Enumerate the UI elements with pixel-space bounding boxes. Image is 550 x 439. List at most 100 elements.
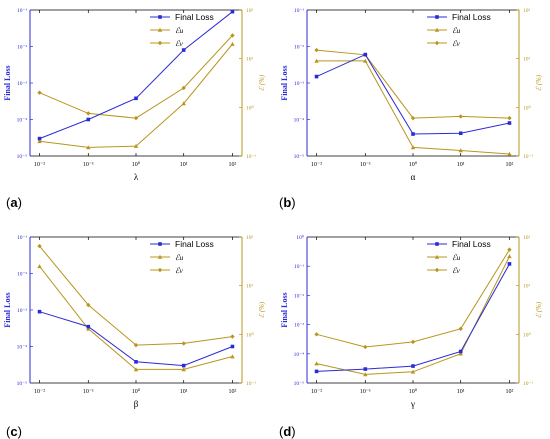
legend-label: Final Loss bbox=[452, 12, 491, 22]
x-tick-label: 10⁻² bbox=[34, 389, 45, 395]
x-tick-label: 10⁻¹ bbox=[83, 389, 94, 395]
data-point bbox=[37, 264, 42, 269]
legend-label: ℰu bbox=[175, 253, 184, 262]
y-tick-label-left: 10⁻⁴ bbox=[294, 352, 304, 358]
series-line bbox=[316, 249, 510, 348]
data-point bbox=[410, 339, 416, 345]
data-point bbox=[133, 342, 139, 348]
panel-letter-c: (c) bbox=[6, 424, 22, 439]
series-line bbox=[316, 53, 510, 135]
y-tick-label-left: 10⁻⁵ bbox=[17, 381, 27, 387]
x-tick-label: 10¹ bbox=[180, 389, 188, 395]
chart-panel-d: 10⁻² 10⁻¹ 10⁰ 10¹ 10² 10⁻⁵ 10⁻⁴ 10⁻³ 10⁻² 10⁻¹ 10⁰… bbox=[280, 234, 543, 409]
data-point bbox=[411, 364, 415, 368]
legend-marker bbox=[434, 27, 440, 32]
panel-letter-b: (b) bbox=[279, 195, 296, 210]
y-tick-label-left: 10⁻⁵ bbox=[294, 154, 304, 160]
data-point bbox=[86, 117, 91, 122]
data-point bbox=[230, 33, 235, 38]
data-point bbox=[133, 367, 139, 372]
panel-letter-a: (a) bbox=[6, 195, 22, 210]
data-point bbox=[314, 74, 319, 79]
legend-label: ℰv bbox=[175, 39, 184, 48]
y-tick-label-right: 10¹ bbox=[523, 57, 531, 63]
x-tick-label: 10² bbox=[506, 389, 514, 395]
y-tick-label-left: 10⁻⁴ bbox=[17, 118, 27, 124]
legend-label: ℰv bbox=[452, 266, 461, 275]
x-tick-label: 10¹ bbox=[180, 162, 188, 168]
y-axis-label-left: Final Loss bbox=[280, 292, 289, 327]
y-tick-label-right: 10¹ bbox=[246, 57, 254, 63]
legend-marker bbox=[157, 254, 163, 259]
data-point bbox=[411, 132, 415, 136]
legend-marker bbox=[157, 27, 163, 32]
series-line bbox=[316, 49, 510, 119]
x-tick-label: 10⁻² bbox=[34, 162, 45, 168]
y-axis-label-left: Final Loss bbox=[280, 65, 289, 100]
series-line bbox=[39, 35, 233, 119]
x-tick-label: 10¹ bbox=[457, 162, 465, 168]
chart-panel-c: 10⁻² 10⁻¹ 10⁰ 10¹ 10² 10⁻⁵ 10⁻⁴ 10⁻³ 10⁻² 10⁻¹ 10⁻… bbox=[3, 235, 266, 409]
legend-label: ℰv bbox=[452, 39, 461, 48]
data-point bbox=[37, 309, 42, 314]
y-tick-label-left: 10⁻² bbox=[294, 293, 304, 299]
y-tick-label-right: 10⁰ bbox=[246, 331, 255, 338]
data-point bbox=[458, 148, 463, 153]
series-line bbox=[39, 43, 233, 148]
x-tick-label: 10² bbox=[229, 389, 237, 395]
x-tick-label: 10² bbox=[229, 162, 237, 168]
data-point bbox=[458, 131, 463, 136]
x-axis-label: γ bbox=[410, 399, 415, 409]
data-point bbox=[86, 324, 91, 329]
data-point bbox=[314, 369, 319, 374]
y-tick-label-right: 10⁻¹ bbox=[246, 154, 256, 160]
data-point bbox=[181, 48, 186, 52]
legend-marker bbox=[434, 254, 440, 259]
data-point bbox=[410, 369, 416, 374]
data-point bbox=[230, 354, 235, 359]
data-point bbox=[410, 145, 416, 150]
legend-label: ℰv bbox=[175, 266, 184, 275]
data-point bbox=[86, 145, 91, 150]
x-tick-label: 10⁰ bbox=[132, 388, 141, 395]
y-axis-label-left: Final Loss bbox=[3, 65, 12, 100]
legend-label: ℰu bbox=[452, 26, 461, 35]
legend-marker bbox=[435, 15, 439, 19]
data-point bbox=[458, 114, 463, 119]
legend-marker bbox=[158, 15, 162, 19]
y-tick-label-left: 10⁻³ bbox=[17, 308, 27, 314]
data-point bbox=[86, 326, 91, 331]
legend-label: ℰu bbox=[175, 26, 184, 35]
legend-marker bbox=[434, 267, 440, 273]
data-point bbox=[458, 326, 463, 331]
x-tick-label: 10⁻¹ bbox=[83, 162, 94, 168]
series-line bbox=[39, 245, 233, 346]
y-tick-label-left: 10⁻² bbox=[294, 45, 304, 51]
y-tick-label-left: 10⁻¹ bbox=[294, 8, 304, 14]
data-point bbox=[230, 334, 235, 339]
series-line bbox=[316, 60, 510, 155]
data-point bbox=[181, 85, 186, 91]
data-point bbox=[507, 262, 512, 266]
y-tick-label-left: 10⁻⁵ bbox=[294, 381, 304, 387]
data-point bbox=[507, 254, 512, 259]
y-tick-label-right: 10¹ bbox=[523, 284, 531, 290]
data-point bbox=[37, 139, 42, 144]
y-axis-label-right: ℰ (%) bbox=[258, 74, 266, 91]
panel-letter-d: (d) bbox=[279, 424, 296, 439]
legend-marker bbox=[434, 40, 440, 46]
y-tick-label-left: 10⁻² bbox=[17, 45, 27, 51]
x-tick-label: 10⁻¹ bbox=[360, 162, 371, 168]
y-tick-label-right: 10² bbox=[523, 235, 531, 241]
data-point bbox=[86, 111, 91, 116]
legend-marker bbox=[157, 267, 163, 273]
y-tick-label-left: 10⁻² bbox=[17, 272, 27, 278]
y-tick-label-right: 10² bbox=[246, 8, 254, 14]
data-point bbox=[363, 52, 368, 57]
x-axis-label: β bbox=[134, 399, 139, 409]
x-tick-label: 10⁰ bbox=[132, 161, 141, 168]
x-tick-label: 10⁰ bbox=[409, 161, 418, 168]
data-point bbox=[134, 96, 138, 101]
data-point bbox=[507, 151, 512, 156]
